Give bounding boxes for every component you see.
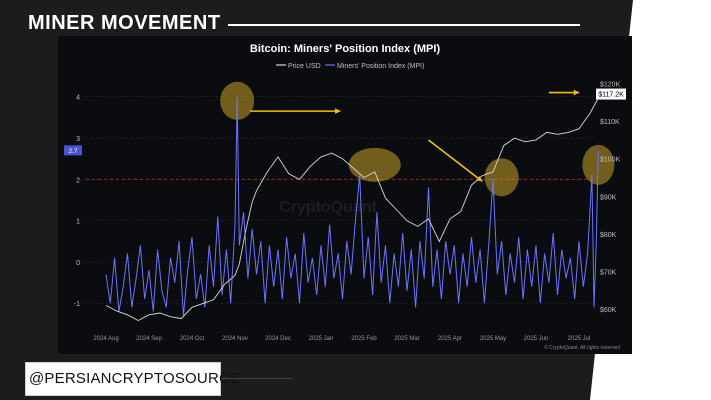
mpi-chart: Bitcoin: Miners' Position Index (MPI) Pr…: [64, 43, 626, 351]
x-axis-ticks: 2024 Aug 2024 Sep 2024 Oct 2024 Nov 2024 Dec…: [93, 336, 590, 342]
mpi-series-line: [105, 96, 599, 316]
y-left-tick-label: 1: [76, 219, 80, 226]
chart-watermark: CryptoQuant: [279, 199, 377, 216]
y-right-tick-label: $120K: [600, 82, 621, 89]
y-left-tick-label: -1: [74, 301, 80, 308]
mpi-current-badge-bg: [64, 145, 82, 156]
y-right-tick-label: $80K: [600, 232, 617, 239]
y-left-tick-label: 3: [76, 136, 80, 143]
x-tick-label: 2025 Mar: [394, 336, 419, 342]
handle-box: [25, 362, 221, 396]
social-handle: @PERSIANCRYPTOSOURCE: [29, 370, 241, 387]
y-left-tick-label: 2: [76, 177, 80, 184]
trend-arrow-head: [573, 89, 579, 96]
price-series-line: [105, 93, 601, 322]
x-tick-label: 2024 Aug: [93, 336, 118, 342]
price-current-badge: $117.2K: [596, 88, 626, 100]
chart-title: Bitcoin: Miners' Position Index (MPI): [250, 43, 441, 55]
y-left-tick-label: 0: [76, 260, 80, 267]
x-tick-label: 2025 Feb: [351, 336, 377, 342]
mpi-current-badge: 2.7: [64, 145, 82, 156]
footer-divider: [221, 378, 293, 379]
x-tick-label: 2024 Dec: [265, 336, 291, 342]
trend-arrow-head: [476, 175, 483, 182]
y-left-tick-label: 4: [76, 95, 80, 102]
x-tick-label: 2024 Oct: [180, 336, 205, 342]
chart-panel: Bitcoin: Miners' Position Index (MPI) Pr…: [58, 36, 632, 354]
x-tick-label: 2024 Nov: [222, 336, 248, 342]
x-tick-label: 2025 Jul: [568, 336, 591, 342]
x-tick-label: 2025 Jan: [309, 336, 334, 342]
trend-arrow-line: [428, 139, 483, 182]
x-tick-label: 2024 Sep: [136, 336, 162, 342]
page-title: MINER MOVEMENT: [28, 12, 221, 34]
chart-credit: © CryptoQuant. All rights reserved: [544, 344, 620, 351]
x-tick-label: 2025 Jun: [524, 336, 549, 342]
y-right-tick-label: $90K: [600, 194, 617, 201]
price-current-badge-bg: [596, 88, 626, 100]
y-right-tick-label: $70K: [600, 270, 617, 277]
title-divider: [228, 24, 580, 26]
highlight-circle: [484, 158, 519, 197]
legend-mpi-label: Miners' Position Index (MPI): [337, 63, 424, 70]
y-right-tick-label: $110K: [600, 119, 620, 126]
x-tick-label: 2025 Apr: [438, 336, 462, 342]
y-right-tick-label: $60K: [600, 307, 617, 314]
y-right-tick-label: $100K: [600, 157, 621, 164]
price-current-value: $117.2K: [598, 92, 624, 99]
highlight-circle: [348, 147, 401, 182]
mpi-current-value: 2.7: [68, 148, 77, 155]
chart-legend: Price USD Miners' Position Index (MPI): [276, 63, 424, 70]
y-axis-right-ticks: $60K $70K $80K $90K $100K $110K $120K: [600, 82, 621, 315]
y-axis-left-ticks: 4 3 2 1 0 -1: [74, 95, 80, 309]
x-tick-label: 2025 May: [480, 336, 506, 342]
legend-price-label: Price USD: [288, 63, 321, 70]
trend-arrow-head: [335, 108, 341, 114]
trend-arrows: [250, 89, 579, 182]
